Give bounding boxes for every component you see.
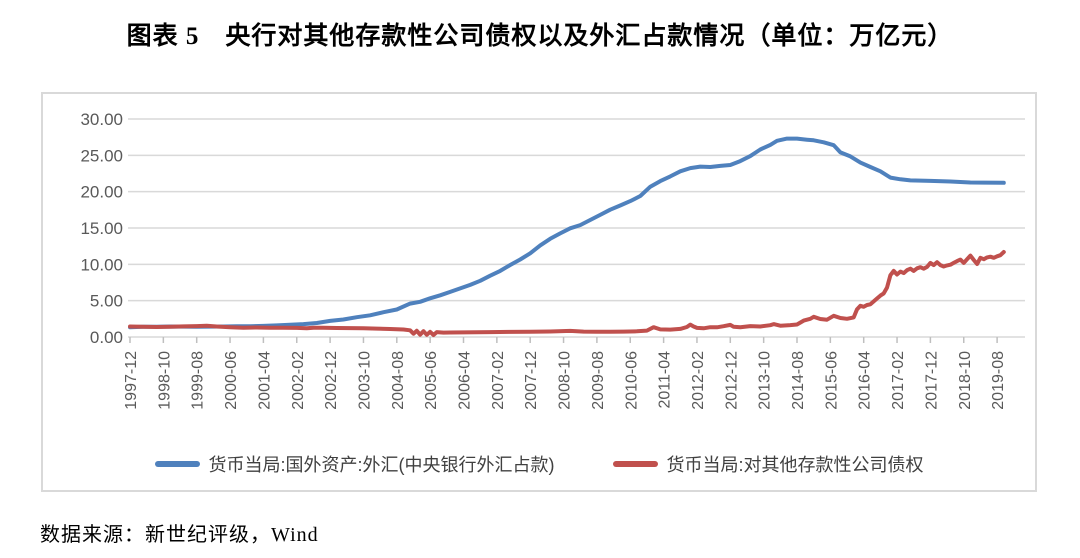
- svg-text:25.00: 25.00: [80, 146, 123, 165]
- svg-text:2015-06: 2015-06: [823, 351, 840, 410]
- svg-text:2017-02: 2017-02: [890, 351, 907, 410]
- svg-text:10.00: 10.00: [80, 255, 123, 274]
- legend-item-fx: 货币当局:国外资产:外汇(中央银行外汇占款): [154, 451, 555, 477]
- svg-text:1999-08: 1999-08: [190, 351, 207, 410]
- svg-text:2016-04: 2016-04: [857, 351, 874, 410]
- svg-text:5.00: 5.00: [90, 292, 123, 311]
- svg-text:2012-02: 2012-02: [690, 351, 707, 410]
- svg-text:2013-10: 2013-10: [757, 351, 774, 410]
- legend-swatch-red-icon: [612, 461, 658, 467]
- svg-text:2000-06: 2000-06: [223, 351, 240, 410]
- line-chart: 30.00 25.00 20.00 15.00 10.00 5.00 0.001997-12…: [80, 110, 1025, 410]
- svg-text:2014-08: 2014-08: [790, 351, 807, 410]
- svg-text:2007-12: 2007-12: [523, 351, 540, 410]
- svg-text:2007-02: 2007-02: [490, 351, 507, 410]
- svg-text:2010-06: 2010-06: [623, 351, 640, 410]
- svg-text:2002-02: 2002-02: [290, 351, 307, 410]
- data-source-note: 数据来源：新世纪评级，Wind: [40, 524, 319, 546]
- svg-text:2003-10: 2003-10: [356, 351, 373, 410]
- svg-text:0.00: 0.00: [90, 328, 123, 347]
- svg-text:2019-08: 2019-08: [990, 351, 1007, 410]
- figure-title: 图表 5 央行对其他存款性公司债权以及外汇占款情况（单位：万亿元）: [126, 23, 954, 50]
- svg-text:20.00: 20.00: [80, 183, 123, 202]
- svg-text:15.00: 15.00: [80, 219, 123, 238]
- svg-text:2001-04: 2001-04: [256, 351, 273, 410]
- svg-text:2005-06: 2005-06: [423, 351, 440, 410]
- svg-text:1997-12: 1997-12: [123, 351, 140, 410]
- svg-text:2018-10: 2018-10: [957, 351, 974, 410]
- svg-text:2009-08: 2009-08: [590, 351, 607, 410]
- svg-text:2004-08: 2004-08: [390, 351, 407, 410]
- svg-text:1998-10: 1998-10: [156, 351, 173, 410]
- legend-swatch-blue-icon: [154, 461, 200, 467]
- svg-text:2011-04: 2011-04: [657, 351, 674, 409]
- legend-item-claims: 货币当局:对其他存款性公司债权: [612, 451, 924, 477]
- svg-text:2002-12: 2002-12: [323, 351, 340, 410]
- svg-text:2012-12: 2012-12: [723, 351, 740, 410]
- legend-label-claims: 货币当局:对其他存款性公司债权: [666, 455, 924, 475]
- svg-text:2006-04: 2006-04: [457, 351, 474, 410]
- svg-text:2017-12: 2017-12: [923, 351, 940, 410]
- svg-text:30.00: 30.00: [80, 110, 123, 129]
- legend-label-fx: 货币当局:国外资产:外汇(中央银行外汇占款): [208, 455, 555, 475]
- chart-container: 30.00 25.00 20.00 15.00 10.00 5.00 0.00 1997-12…: [41, 92, 1037, 492]
- svg-text:2008-10: 2008-10: [557, 351, 574, 410]
- chart-legend: 货币当局:国外资产:外汇(中央银行外汇占款) 货币当局:对其他存款性公司债权: [43, 438, 1035, 490]
